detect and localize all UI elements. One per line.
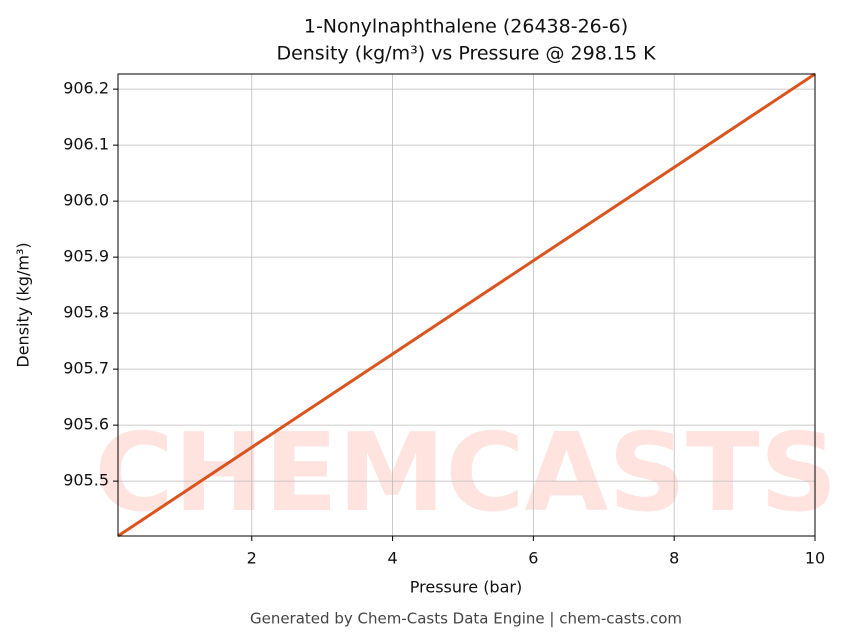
x-tick-label: 10 <box>805 549 825 568</box>
y-tick-label: 906.0 <box>63 191 109 210</box>
y-tick-label: 905.8 <box>63 303 109 322</box>
y-tick-label: 905.9 <box>63 247 109 266</box>
y-tick-label: 906.1 <box>63 135 109 154</box>
y-tick-label: 905.6 <box>63 415 109 434</box>
plot-frame <box>117 73 816 537</box>
y-tick-label: 906.2 <box>63 79 109 98</box>
x-tick-label: 6 <box>528 549 538 568</box>
x-tick-label: 2 <box>247 549 257 568</box>
watermark: CHEMCASTS <box>95 411 838 536</box>
x-tick-label: 8 <box>669 549 679 568</box>
y-axis-label: Density (kg/m³) <box>14 242 33 367</box>
chart-subtitle: Density (kg/m³) vs Pressure @ 298.15 K <box>276 43 656 65</box>
footer: Generated by Chem-Casts Data Engine | ch… <box>250 610 682 628</box>
data-line <box>117 72 816 538</box>
x-tick-label: 4 <box>387 549 397 568</box>
x-axis-label: Pressure (bar) <box>410 578 522 597</box>
y-tick-label: 905.5 <box>63 471 109 490</box>
chart-title: 1-Nonylnaphthalene (26438-26-6) <box>304 16 628 38</box>
y-tick-label: 905.7 <box>63 359 109 378</box>
